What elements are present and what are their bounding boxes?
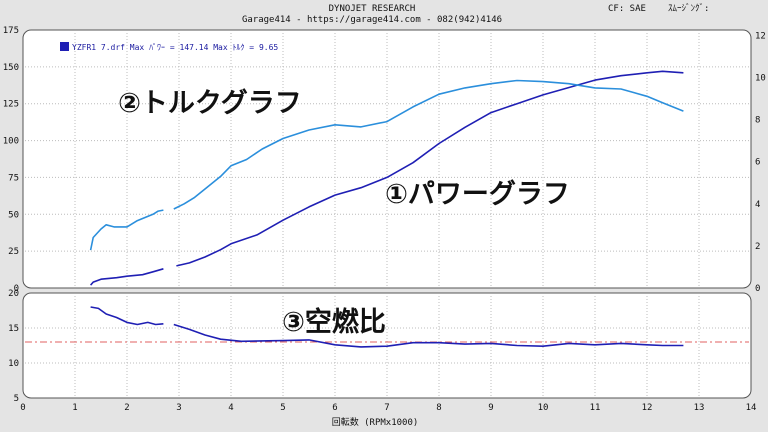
lower-y-ticks: 5 10 15 20 bbox=[8, 289, 19, 404]
upper-y2-tick-3: 6 bbox=[755, 158, 760, 168]
upper-y2-tick-0: 0 bbox=[755, 284, 760, 294]
x-tick-10: 10 bbox=[538, 403, 549, 413]
upper-y-tick-6: 150 bbox=[3, 63, 19, 73]
torque-annotation: ②トルクグラフ bbox=[118, 87, 302, 119]
x-tick-2: 2 bbox=[124, 403, 129, 413]
upper-y-tick-0: 0 bbox=[14, 284, 19, 294]
upper-series bbox=[89, 70, 684, 286]
x-tick-5: 5 bbox=[280, 403, 285, 413]
x-tick-14: 14 bbox=[746, 403, 757, 413]
upper-panel: 0 25 50 75 100 125 150 175 0 2 4 6 8 10 12 YZFR1 7.dr… bbox=[3, 26, 766, 294]
upper-y-tick-5: 125 bbox=[3, 100, 19, 110]
lower-y-tick-2: 15 bbox=[8, 324, 19, 334]
lower-y-tick-3: 20 bbox=[8, 289, 19, 299]
shop-info: Garage414 - https://garage414.com - 082(… bbox=[242, 15, 502, 25]
report-title: DYNOJET RESEARCH bbox=[329, 4, 416, 14]
afr-line-seg-0 bbox=[90, 306, 164, 326]
x-tick-3: 3 bbox=[176, 403, 181, 413]
power-line-seg-1 bbox=[176, 70, 684, 267]
x-tick-11: 11 bbox=[590, 403, 601, 413]
torque-line-seg-1 bbox=[173, 79, 684, 210]
x-tick-0: 0 bbox=[20, 403, 25, 413]
afr-line-seg-1 bbox=[173, 323, 684, 348]
correction-factor: CF: SAE bbox=[608, 4, 646, 14]
lower-grid bbox=[25, 296, 749, 397]
upper-y2-tick-1: 2 bbox=[755, 242, 760, 252]
upper-y-tick-4: 100 bbox=[3, 137, 19, 147]
upper-y2-tick-5: 10 bbox=[755, 73, 766, 83]
x-tick-9: 9 bbox=[488, 403, 493, 413]
lower-y-tick-1: 10 bbox=[8, 359, 19, 369]
upper-y2-tick-6: 12 bbox=[755, 31, 766, 41]
upper-y-tick-7: 175 bbox=[3, 26, 19, 36]
x-tick-8: 8 bbox=[436, 403, 441, 413]
x-tick-13: 13 bbox=[694, 403, 705, 413]
x-tick-4: 4 bbox=[228, 403, 233, 413]
lower-y-tick-0: 5 bbox=[14, 394, 19, 404]
lower-panel: 5 10 15 20 ③空燃比 bbox=[8, 289, 752, 404]
x-tick-1: 1 bbox=[72, 403, 77, 413]
smoothing-label: ｽﾑｰｼﾞﾝｸﾞ: bbox=[668, 3, 709, 14]
torque-line-seg-0 bbox=[89, 209, 164, 251]
upper-y-tick-2: 50 bbox=[8, 210, 19, 220]
upper-grid bbox=[25, 33, 749, 287]
upper-y2-tick-2: 4 bbox=[755, 200, 760, 210]
upper-y-tick-1: 25 bbox=[8, 247, 19, 257]
power-annotation: ①パワーグラフ bbox=[385, 178, 570, 210]
x-axis-label: 回転数 (RPMx1000) bbox=[332, 416, 419, 428]
x-tick-6: 6 bbox=[332, 403, 337, 413]
x-ticks: 0 1 2 3 4 5 6 7 8 9 10 11 12 13 14 bbox=[20, 403, 756, 413]
legend-entry: YZFR1 7.drf Max ﾊﾟﾜｰ = 147.14 Max ﾄﾙｸ = … bbox=[72, 43, 278, 52]
upper-y2-tick-4: 8 bbox=[755, 116, 760, 126]
upper-y-tick-3: 75 bbox=[8, 173, 19, 183]
upper-y-ticks: 0 25 50 75 100 125 150 175 bbox=[3, 26, 19, 294]
lower-series bbox=[90, 306, 684, 348]
x-tick-12: 12 bbox=[642, 403, 653, 413]
upper-y2-ticks: 0 2 4 6 8 10 12 bbox=[755, 31, 766, 294]
legend-swatch bbox=[60, 42, 69, 51]
x-tick-7: 7 bbox=[384, 403, 389, 413]
power-line-seg-0 bbox=[89, 268, 164, 286]
afr-annotation: ③空燃比 bbox=[282, 306, 386, 338]
